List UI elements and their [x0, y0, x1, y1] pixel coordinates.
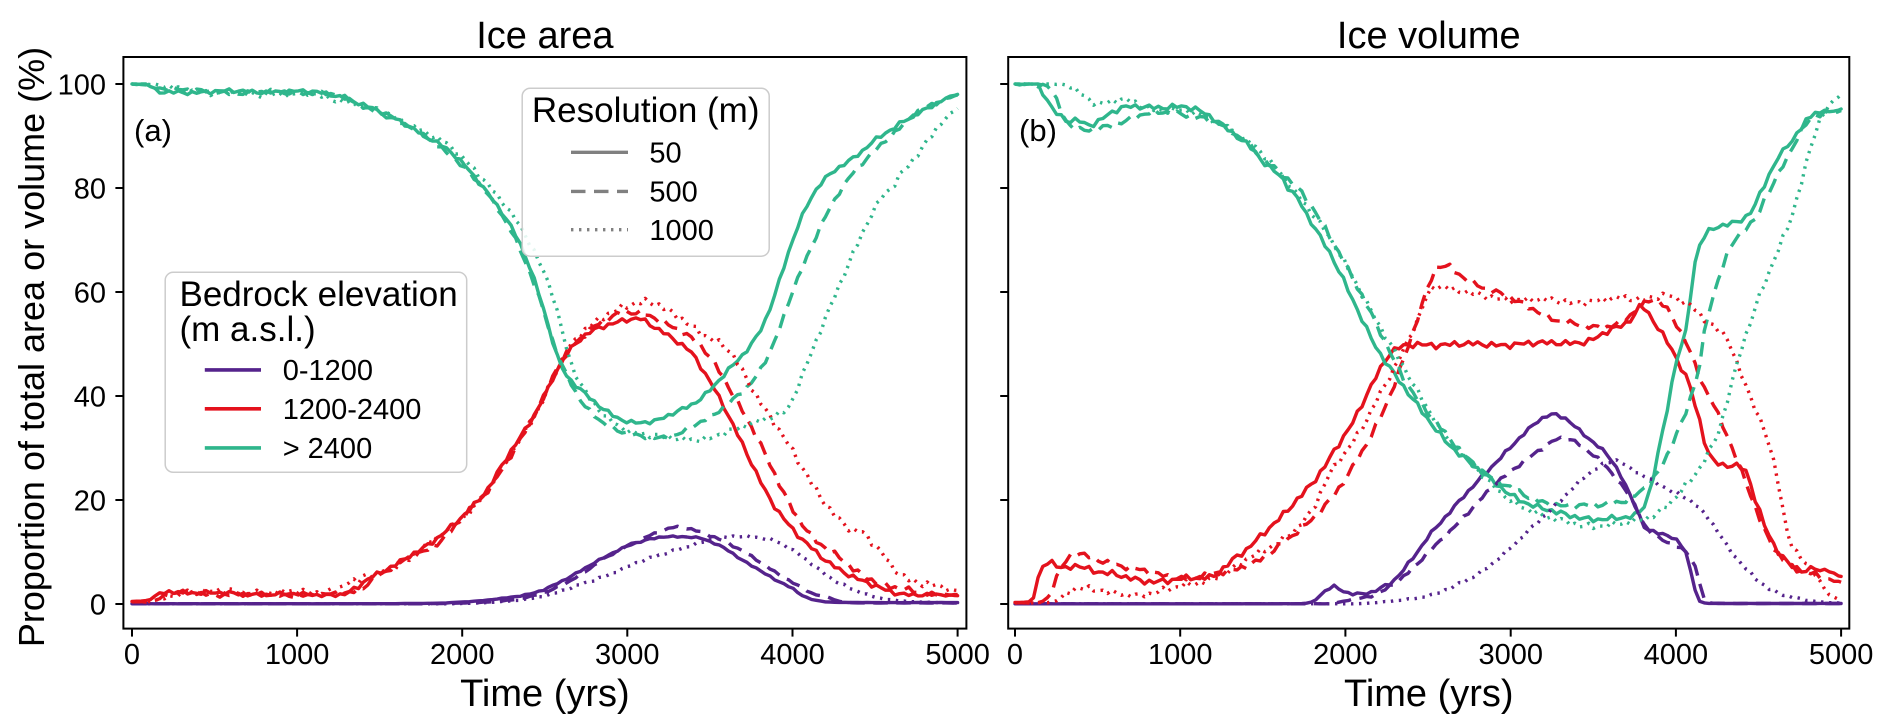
svg-text:2000: 2000 [430, 639, 495, 671]
svg-text:20: 20 [74, 486, 106, 518]
svg-text:5000: 5000 [925, 639, 990, 671]
svg-text:80: 80 [74, 174, 106, 206]
svg-text:Bedrock elevation: Bedrock elevation [180, 275, 458, 314]
svg-text:1200-2400: 1200-2400 [283, 394, 422, 426]
svg-text:0: 0 [90, 590, 106, 622]
svg-text:3000: 3000 [595, 639, 660, 671]
svg-text:100: 100 [58, 70, 106, 102]
svg-text:4000: 4000 [1644, 639, 1709, 671]
svg-text:(b): (b) [1019, 113, 1057, 148]
svg-text:1000: 1000 [265, 639, 330, 671]
svg-text:Ice area: Ice area [476, 15, 614, 57]
svg-text:1000: 1000 [649, 215, 714, 247]
svg-text:0: 0 [1007, 639, 1023, 671]
svg-text:> 2400: > 2400 [283, 433, 373, 465]
svg-text:Resolution (m): Resolution (m) [532, 91, 760, 130]
svg-text:0: 0 [124, 639, 140, 671]
svg-text:(a): (a) [134, 113, 172, 148]
svg-text:3000: 3000 [1478, 639, 1543, 671]
svg-text:40: 40 [74, 382, 106, 414]
svg-text:5000: 5000 [1809, 639, 1874, 671]
svg-text:500: 500 [649, 177, 697, 209]
svg-text:50: 50 [649, 138, 681, 170]
svg-text:4000: 4000 [760, 639, 825, 671]
svg-text:Ice volume: Ice volume [1337, 15, 1521, 57]
svg-text:1000: 1000 [1148, 639, 1213, 671]
svg-text:(m a.s.l.): (m a.s.l.) [180, 310, 316, 349]
svg-text:2000: 2000 [1313, 639, 1378, 671]
svg-text:60: 60 [74, 278, 106, 310]
svg-text:Proportion of total area or vo: Proportion of total area or volume (%) [11, 47, 52, 647]
svg-text:0-1200: 0-1200 [283, 355, 373, 387]
svg-text:Time (yrs): Time (yrs) [1344, 673, 1514, 715]
svg-text:Time (yrs): Time (yrs) [460, 673, 630, 715]
